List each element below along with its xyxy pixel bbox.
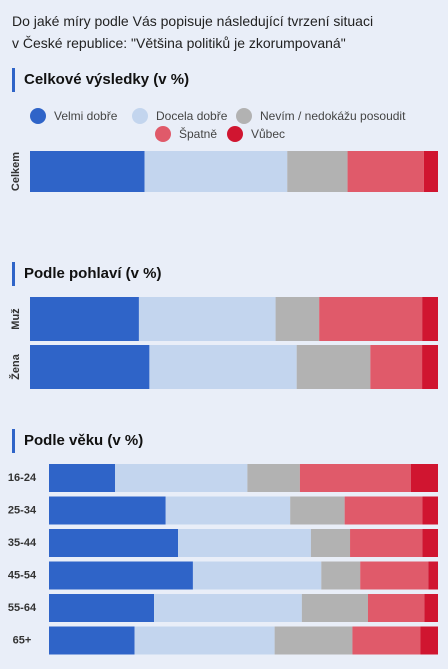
- legend-item-vubec: Vůbec: [227, 126, 285, 142]
- question-text: Do jaké míry podle Vás popisuje následuj…: [12, 10, 438, 54]
- category-label: 55-64: [8, 602, 37, 614]
- legend-swatch: [30, 108, 46, 124]
- category-label: Celkem: [10, 152, 22, 191]
- category-label: Muž: [10, 308, 22, 330]
- bar-segment: [178, 529, 311, 557]
- bar-segment: [428, 561, 439, 590]
- section-title-total: Celkové výsledky (v %): [12, 68, 189, 92]
- bar-segment: [420, 626, 438, 655]
- category-label: 65+: [13, 634, 32, 646]
- legend-item-nevim: Nevím / nedokážu posoudit: [236, 108, 405, 124]
- bar-segment: [49, 626, 135, 655]
- section-title-age: Podle věku (v %): [12, 429, 143, 453]
- legend-label: Docela dobře: [156, 109, 228, 123]
- bar-segment: [422, 345, 438, 389]
- bar-segment: [49, 561, 193, 590]
- bar-segment: [347, 151, 424, 192]
- legend-label: Vůbec: [251, 127, 286, 141]
- bar-segment: [422, 529, 438, 557]
- legend-label: Nevím / nedokážu posoudit: [260, 109, 406, 123]
- bar-segment: [247, 464, 300, 492]
- legend-item-spatne: Špatně: [155, 126, 217, 142]
- bar-segment: [144, 151, 288, 192]
- bar-segment: [367, 594, 425, 622]
- bar-segment: [165, 496, 291, 525]
- bar-segment: [154, 594, 302, 622]
- bar-segment: [301, 594, 368, 622]
- bar-segment: [422, 496, 438, 525]
- bar-segment: [30, 345, 150, 389]
- bar-segment: [49, 594, 155, 622]
- category-label: 16-24: [8, 472, 37, 484]
- bar-segment: [275, 297, 320, 341]
- bar-segment: [410, 464, 438, 492]
- legend-swatch: [132, 108, 148, 124]
- bar-segment: [49, 464, 116, 492]
- bar-segment: [274, 626, 353, 655]
- bar-segment: [115, 464, 248, 492]
- chart-legend: Velmi dobře Docela dobře Nevím / nedokáž…: [30, 106, 430, 146]
- bar-segment: [138, 297, 276, 341]
- legend-swatch: [227, 126, 243, 142]
- legend-swatch: [155, 126, 171, 142]
- bar-segment: [423, 151, 438, 192]
- bar-segment: [134, 626, 275, 655]
- question-line-2: v České republice: "Většina politiků je …: [12, 35, 346, 51]
- bar-segment: [49, 496, 166, 525]
- category-label: Žena: [9, 353, 22, 380]
- legend-item-velmi-dobre: Velmi dobře: [30, 108, 117, 124]
- bar-segment: [290, 496, 345, 525]
- bar-segment: [296, 345, 371, 389]
- legend-item-docela-dobre: Docela dobře: [132, 108, 227, 124]
- section-title-gender: Podle pohlaví (v %): [12, 262, 162, 286]
- bar-segment: [310, 529, 351, 557]
- category-label: 45-54: [8, 569, 37, 581]
- bar-segment: [287, 151, 348, 192]
- category-label: 25-34: [8, 504, 37, 516]
- bar-segment: [149, 345, 297, 389]
- bar-segment: [422, 297, 438, 341]
- bar-segment: [30, 297, 139, 341]
- bar-segment: [192, 561, 322, 590]
- bar-segment: [360, 561, 429, 590]
- bar-segment: [344, 496, 423, 525]
- legend-swatch: [236, 108, 252, 124]
- legend-label: Velmi dobře: [54, 109, 118, 123]
- bar-segment: [299, 464, 411, 492]
- bar-segment: [352, 626, 421, 655]
- bar-segment: [350, 529, 423, 557]
- category-label: 35-44: [8, 537, 37, 549]
- bar-segment: [321, 561, 361, 590]
- bar-segment: [370, 345, 423, 389]
- bar-segment: [319, 297, 423, 341]
- legend-label: Špatně: [179, 127, 218, 141]
- bar-segment: [49, 529, 179, 557]
- question-line-1: Do jaké míry podle Vás popisuje následuj…: [12, 13, 374, 29]
- bar-segment: [424, 594, 438, 622]
- bar-segment: [30, 151, 145, 192]
